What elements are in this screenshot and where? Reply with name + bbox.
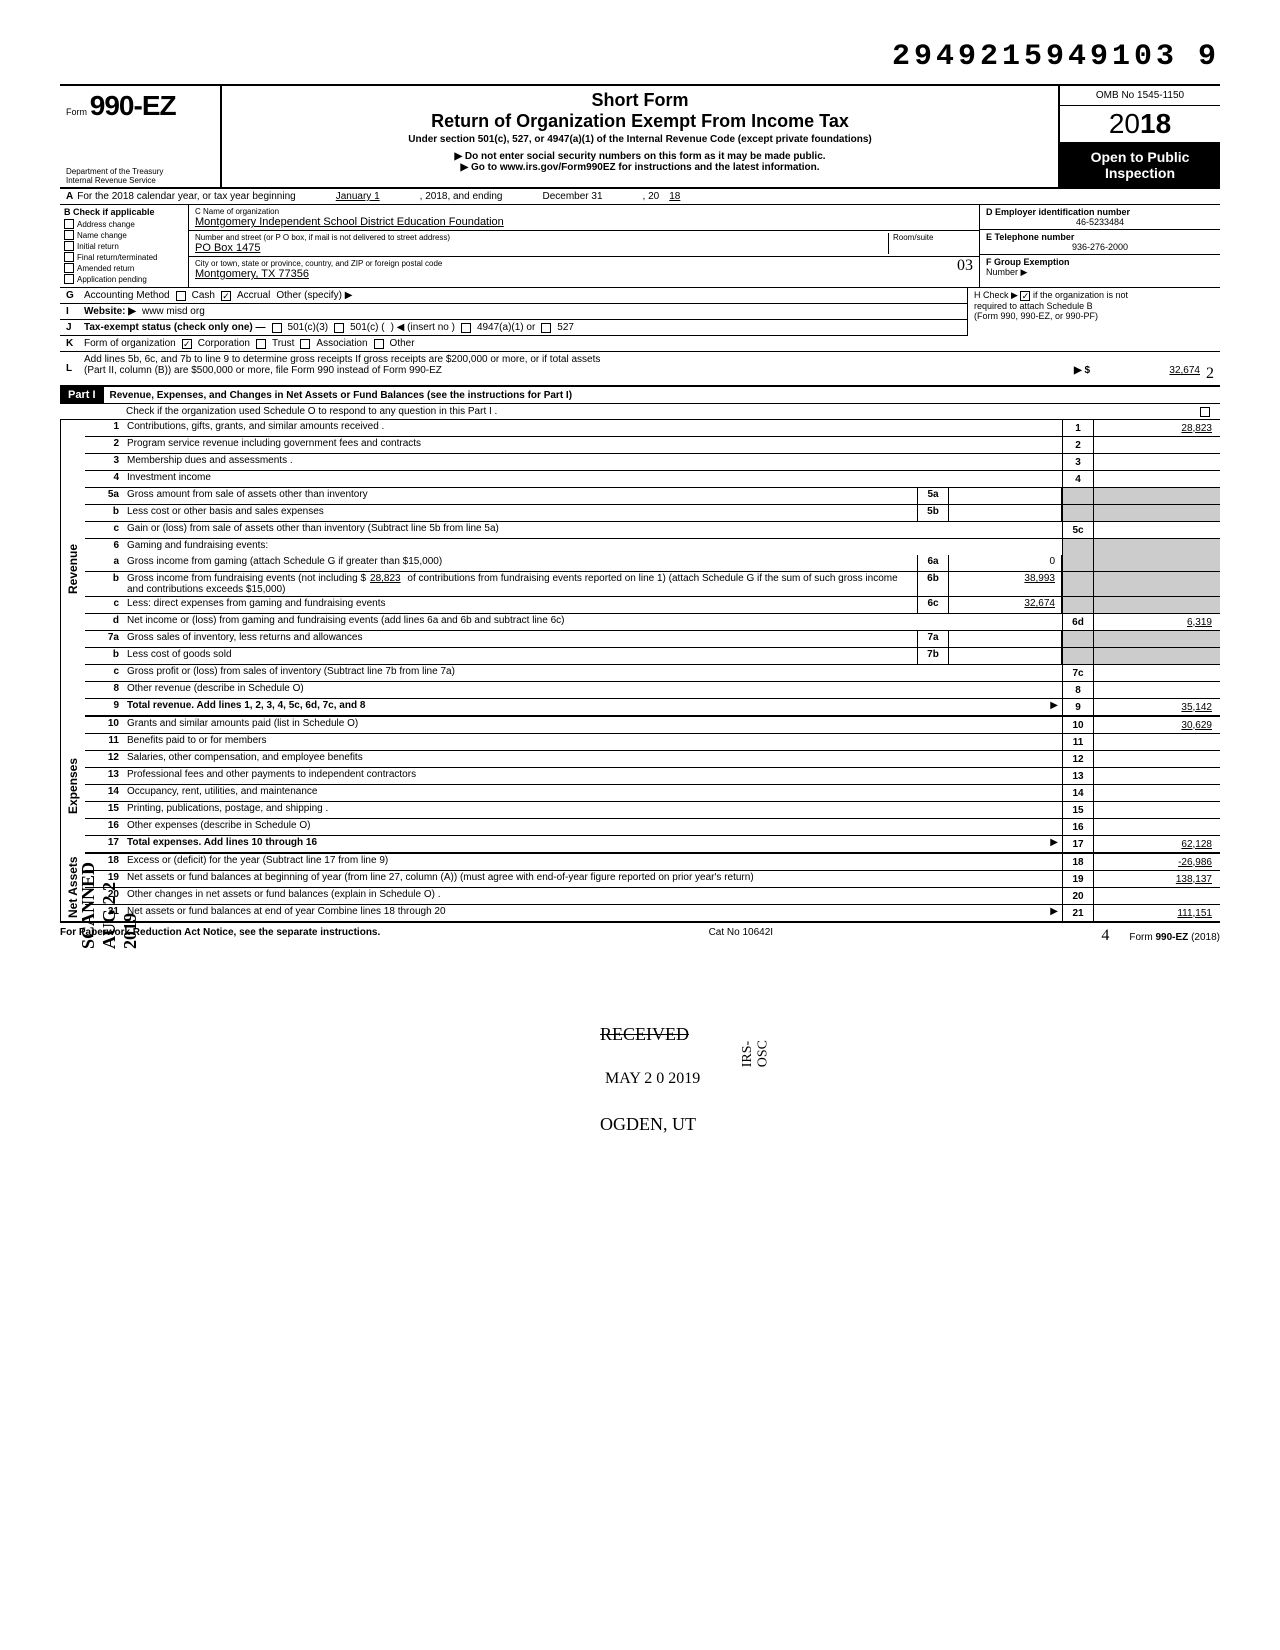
part1-header: Part I Revenue, Expenses, and Changes in… — [60, 387, 1220, 404]
row-a-tax-year: A For the 2018 calendar year, or tax yea… — [60, 189, 1220, 205]
header-subtitle: Under section 501(c), 527, or 4947(a)(1)… — [232, 134, 1048, 145]
room-label: Room/suite — [893, 233, 973, 242]
form-container: 29492159491039 Form 990-EZ Department of… — [60, 40, 1220, 949]
row-h: H Check ▶ if the organization is not req… — [967, 288, 1220, 336]
line21-value: 111,151 — [1094, 905, 1220, 921]
org-name-label: C Name of organization — [195, 207, 973, 216]
row-k: K Form of organization Corporation Trust… — [60, 336, 1220, 352]
city-label: City or town, state or province, country… — [195, 259, 973, 268]
chk-final[interactable] — [64, 252, 74, 262]
row-l: L Add lines 5b, 6c, and 7b to line 9 to … — [60, 352, 1220, 387]
org-name: Montgomery Independent School District E… — [195, 216, 973, 228]
form-ref: 4Form 990-EZ (2018) — [1101, 927, 1220, 945]
stamp-scanned: SCANNED AUG 2 2 2019 — [78, 860, 141, 949]
line6c-value: 32,674 — [949, 597, 1062, 613]
org-city: Montgomery, TX 77356 — [195, 268, 973, 280]
goto-note: ▶ Go to www.irs.gov/Form990EZ for instru… — [232, 162, 1048, 173]
chk-4947[interactable] — [461, 323, 471, 333]
chk-501c3[interactable] — [272, 323, 282, 333]
hand-03: 03 — [957, 257, 973, 275]
stamp-received: RECEIVED — [600, 1025, 689, 1045]
chk-not-required[interactable] — [1020, 291, 1030, 301]
line6b-contrib: 28,823 — [370, 573, 401, 584]
line6d-value: 6,319 — [1094, 614, 1220, 630]
tel-label: E Telephone number — [986, 232, 1214, 242]
line10-value: 30,629 — [1094, 717, 1220, 733]
line19-value: 138,137 — [1094, 871, 1220, 887]
tel-value: 936-276-2000 — [986, 242, 1214, 252]
addr-label: Number and street (or P O box, if mail i… — [195, 233, 888, 242]
chk-name[interactable] — [64, 230, 74, 240]
open-to-public: Open to Public Inspection — [1060, 143, 1220, 187]
chk-pending[interactable] — [64, 274, 74, 284]
ein-label: D Employer identification number — [986, 207, 1214, 217]
dept-treasury: Department of the Treasury — [66, 167, 226, 176]
chk-corp[interactable] — [182, 339, 192, 349]
chk-other[interactable] — [374, 339, 384, 349]
line6b-value: 38,993 — [949, 572, 1062, 596]
line9-value: 35,142 — [1094, 699, 1220, 715]
side-expenses: Expenses — [60, 717, 85, 854]
chk-527[interactable] — [541, 323, 551, 333]
form-word: Form — [66, 107, 87, 117]
group-label: F Group Exemption — [986, 257, 1214, 267]
hand-2: 2 — [1206, 365, 1214, 383]
org-address: PO Box 1475 — [195, 242, 888, 254]
line6a-value: 0 — [949, 555, 1062, 571]
group-label2: Number ▶ — [986, 267, 1214, 278]
chk-address[interactable] — [64, 219, 74, 229]
chk-trust[interactable] — [256, 339, 266, 349]
return-title: Return of Organization Exempt From Incom… — [232, 111, 1048, 132]
cat-no: Cat No 10642I — [709, 927, 774, 945]
dept-irs: Internal Revenue Service — [66, 176, 226, 185]
col-b-checkboxes: B Check if applicable Address change Nam… — [60, 205, 189, 287]
org-info-grid: B Check if applicable Address change Nam… — [60, 205, 1220, 288]
chk-accrual[interactable] — [221, 291, 231, 301]
stamp-date: MAY 2 0 2019 — [605, 1070, 700, 1088]
chk-assoc[interactable] — [300, 339, 310, 349]
form-header: Form 990-EZ Department of the Treasury I… — [60, 84, 1220, 189]
line1-value: 28,823 — [1094, 420, 1220, 436]
line17-value: 62,128 — [1094, 836, 1220, 852]
chk-501c[interactable] — [334, 323, 344, 333]
gross-receipts: 32,674 — [1090, 365, 1200, 383]
do-not-note: ▶ Do not enter social security numbers o… — [232, 151, 1048, 162]
stamp-osc: IRS-OSC — [740, 1040, 771, 1067]
line18-value: -26,986 — [1094, 854, 1220, 870]
chk-initial[interactable] — [64, 241, 74, 251]
footer: For Paperwork Reduction Act Notice, see … — [60, 923, 1220, 949]
row-g: G Accounting Method Cash Accrual Other (… — [60, 288, 967, 304]
ein-value: 46-5233484 — [986, 217, 1214, 227]
barcode-number: 29492159491039 — [60, 40, 1220, 74]
part1-check: Check if the organization used Schedule … — [60, 404, 1220, 420]
row-j: J Tax-exempt status (check only one) — 5… — [60, 320, 967, 336]
omb-number: OMB No 1545-1150 — [1060, 86, 1220, 106]
form-table: Revenue 1Contributions, gifts, grants, a… — [60, 420, 1220, 923]
row-i: I Website: ▶ www misd org — [60, 304, 967, 320]
website-value: www misd org — [142, 306, 205, 317]
chk-cash[interactable] — [176, 291, 186, 301]
side-revenue: Revenue — [60, 420, 85, 717]
stamp-ogden: OGDEN, UT — [600, 1115, 696, 1135]
short-form-title: Short Form — [232, 90, 1048, 111]
chk-amended[interactable] — [64, 263, 74, 273]
form-number: 990-EZ — [90, 90, 176, 121]
chk-schedule-o[interactable] — [1200, 407, 1210, 417]
tax-year: 2018 — [1060, 106, 1220, 143]
